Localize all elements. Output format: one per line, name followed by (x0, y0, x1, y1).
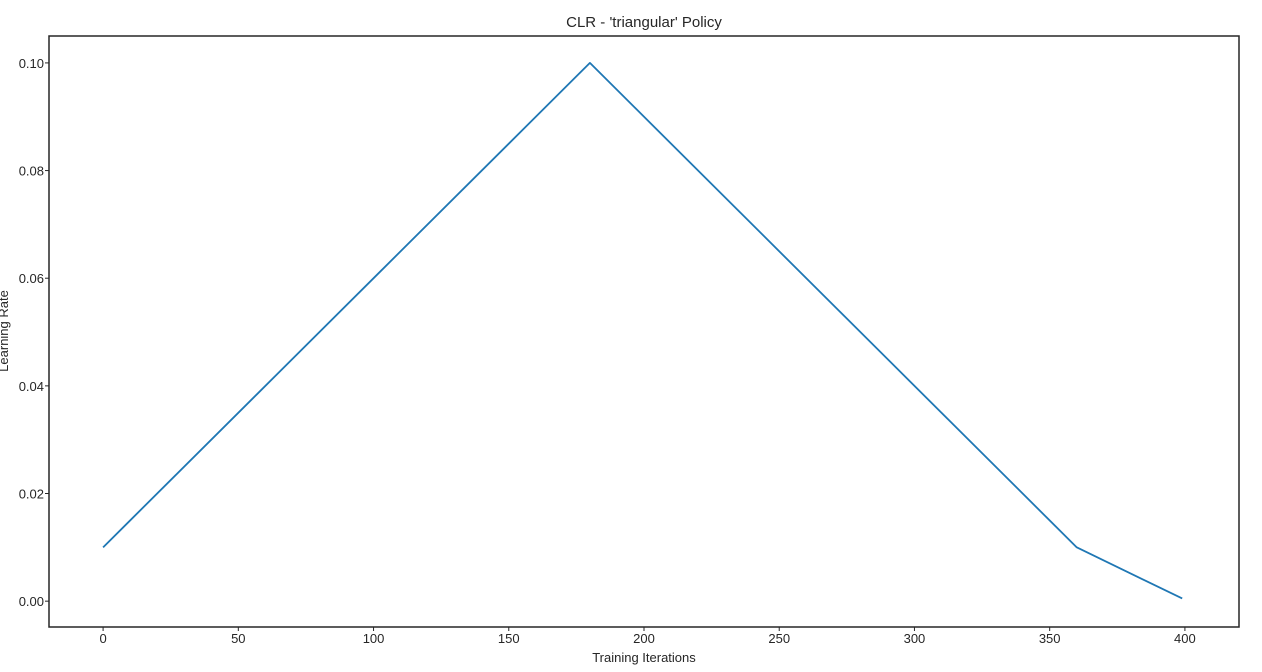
x-tick-label: 0 (99, 631, 106, 646)
x-axis: 0 50 100 150 200 250 300 350 400 (99, 627, 1196, 646)
y-tick-label: 0.10 (19, 56, 44, 71)
series-layer (102, 62, 1183, 600)
y-tick-label: 0.02 (19, 487, 44, 502)
chart-title: CLR - 'triangular' Policy (566, 14, 722, 31)
x-tick-label: 400 (1174, 631, 1196, 646)
x-tick-label: 150 (498, 631, 520, 646)
y-axis-label: Learning Rate (0, 290, 11, 372)
x-tick-label: 350 (1039, 631, 1061, 646)
x-tick-label: 250 (768, 631, 790, 646)
x-tick-label: 50 (231, 631, 245, 646)
x-axis-label: Training Iterations (592, 650, 696, 665)
y-axis: 0.00 0.02 0.04 0.06 0.08 0.10 (19, 56, 49, 609)
y-tick-label: 0.08 (19, 164, 44, 179)
y-tick-label: 0.04 (19, 379, 44, 394)
x-tick-label: 100 (363, 631, 385, 646)
x-tick-label: 200 (633, 631, 655, 646)
plot-area (48, 35, 1240, 628)
y-tick-label: 0.00 (19, 594, 44, 609)
x-tick-label: 300 (904, 631, 926, 646)
y-tick-label: 0.06 (19, 271, 44, 286)
series-line-0 (102, 62, 1183, 600)
